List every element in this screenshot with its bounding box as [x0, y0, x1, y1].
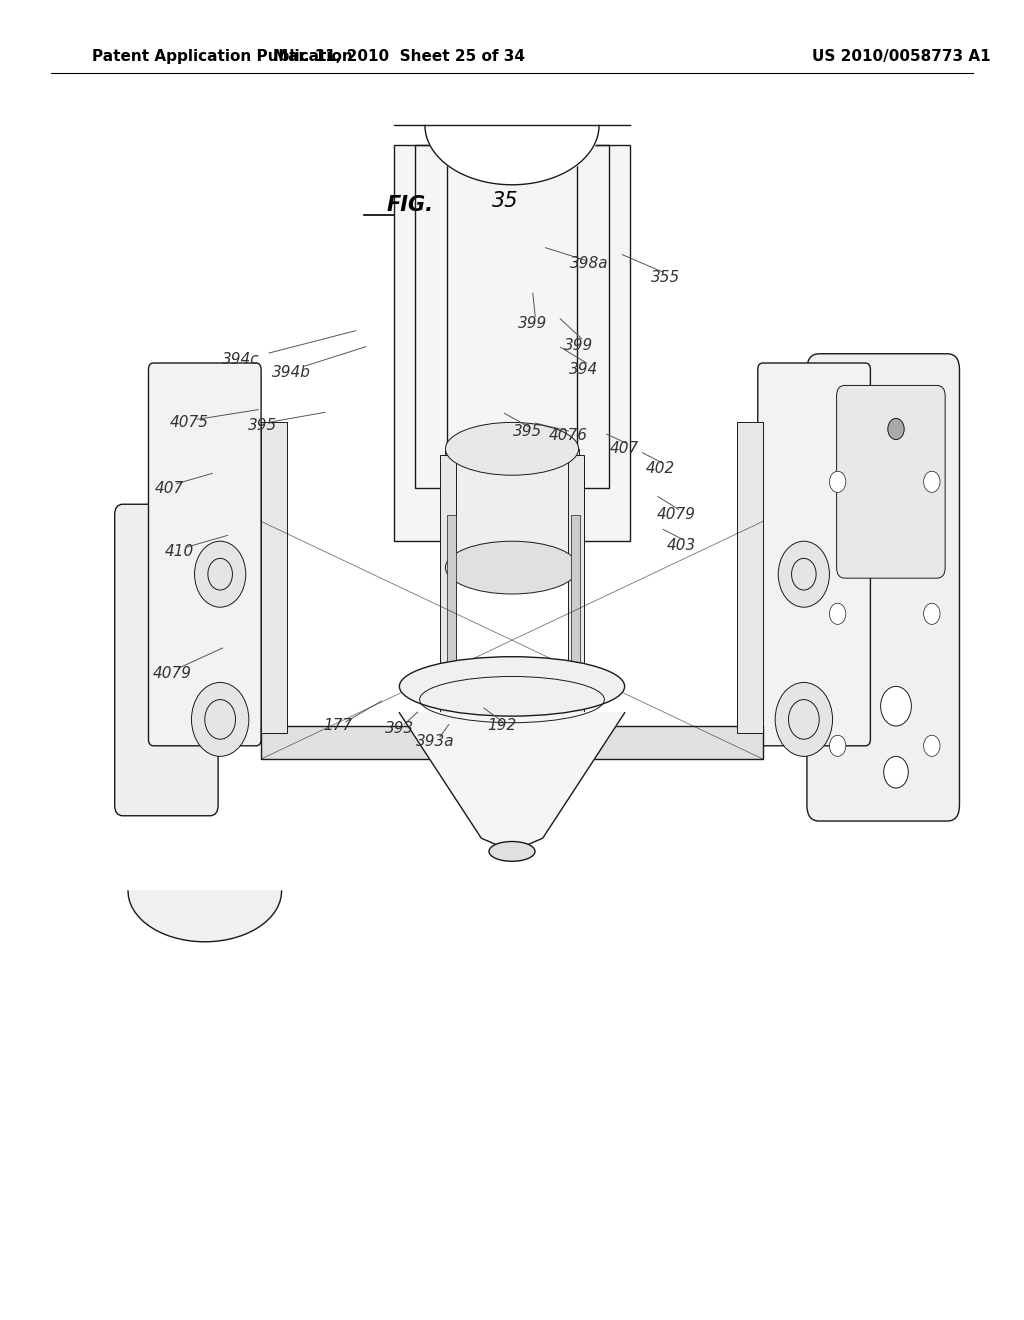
Text: 393: 393	[385, 721, 414, 737]
Text: FIG.: FIG.	[386, 194, 433, 215]
Text: 4076: 4076	[549, 428, 588, 444]
Text: 4079: 4079	[656, 507, 695, 523]
Bar	[261, 726, 763, 759]
Text: 398a: 398a	[569, 256, 608, 272]
Circle shape	[878, 405, 914, 453]
Text: US 2010/0058773 A1: US 2010/0058773 A1	[812, 49, 990, 65]
Ellipse shape	[445, 422, 579, 475]
Circle shape	[829, 603, 846, 624]
Text: 35: 35	[492, 190, 518, 211]
Circle shape	[884, 756, 908, 788]
FancyBboxPatch shape	[115, 504, 218, 816]
Circle shape	[191, 682, 249, 756]
Circle shape	[775, 682, 833, 756]
Circle shape	[924, 471, 940, 492]
Text: 355: 355	[651, 269, 680, 285]
Text: 394: 394	[569, 362, 598, 378]
Ellipse shape	[399, 656, 625, 715]
Text: 399: 399	[518, 315, 547, 331]
Circle shape	[829, 471, 846, 492]
Bar	[571, 515, 580, 673]
Bar	[447, 515, 456, 673]
Ellipse shape	[489, 842, 535, 862]
Text: Patent Application Publication: Patent Application Publication	[92, 49, 353, 65]
Text: 395: 395	[248, 417, 276, 433]
Polygon shape	[399, 713, 625, 851]
Bar	[445, 449, 579, 568]
Text: 192: 192	[487, 718, 516, 734]
Text: 399: 399	[564, 338, 593, 354]
Circle shape	[195, 541, 246, 607]
FancyBboxPatch shape	[758, 363, 870, 746]
Text: Mar. 11, 2010  Sheet 25 of 34: Mar. 11, 2010 Sheet 25 of 34	[273, 49, 525, 65]
Bar	[394, 145, 630, 541]
Text: 407: 407	[155, 480, 183, 496]
FancyBboxPatch shape	[148, 363, 261, 746]
Text: 177: 177	[324, 718, 352, 734]
Circle shape	[778, 541, 829, 607]
Text: 393a: 393a	[416, 734, 455, 750]
Bar	[261, 422, 287, 733]
Text: 402: 402	[646, 461, 675, 477]
Bar	[577, 145, 609, 488]
Bar	[737, 422, 763, 733]
Text: 403: 403	[667, 537, 695, 553]
Text: 410: 410	[165, 544, 194, 560]
Ellipse shape	[445, 541, 579, 594]
Bar	[415, 145, 447, 488]
FancyBboxPatch shape	[807, 354, 959, 821]
Text: 4075: 4075	[170, 414, 209, 430]
Circle shape	[924, 735, 940, 756]
Circle shape	[888, 418, 904, 440]
FancyBboxPatch shape	[837, 385, 945, 578]
Text: 394c: 394c	[222, 351, 259, 367]
Circle shape	[829, 735, 846, 756]
Bar	[568, 455, 584, 746]
Text: 395: 395	[513, 424, 542, 440]
Circle shape	[924, 603, 940, 624]
Bar	[440, 455, 456, 746]
Circle shape	[881, 686, 911, 726]
Text: 394b: 394b	[272, 364, 311, 380]
Text: 4079: 4079	[153, 665, 191, 681]
Polygon shape	[128, 891, 282, 941]
Text: 407: 407	[610, 441, 639, 457]
